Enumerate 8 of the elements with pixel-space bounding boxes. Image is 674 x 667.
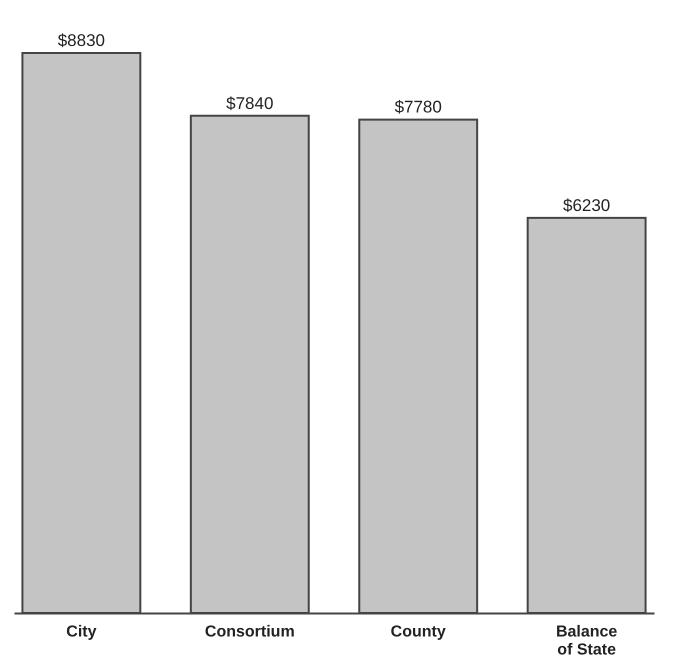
x-tick-label: Balance of State [556,624,618,658]
data-label: $8830 [58,31,106,50]
data-label: $6230 [562,196,610,215]
data-label: $7840 [226,94,274,113]
data-label: $7780 [394,98,442,117]
x-tick-label: Consortium [204,624,295,640]
x-tick-label: City [66,624,97,640]
x-tick-label: County [390,624,446,640]
